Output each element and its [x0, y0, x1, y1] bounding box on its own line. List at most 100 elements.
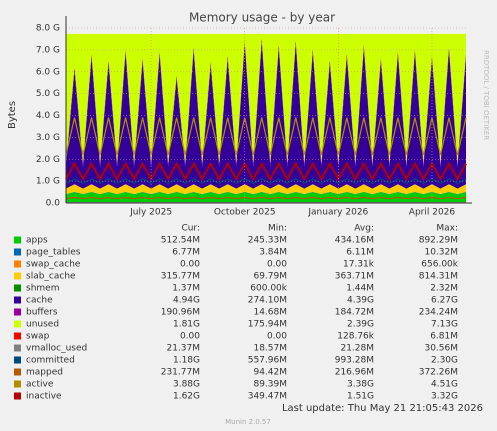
y-tick-label: 3.0 G	[36, 133, 60, 143]
column-header: Min:	[268, 224, 287, 234]
y-tick-label: 5.0 G	[36, 89, 60, 99]
legend-stat: 2.39G	[347, 320, 374, 330]
line	[65, 117, 467, 156]
line	[65, 178, 467, 184]
y-tick-label: 7.0 G	[36, 45, 60, 55]
legend-swatch	[14, 260, 21, 268]
legend-stat: 4.51G	[431, 380, 458, 390]
legend-stat: 10.32M	[424, 248, 458, 258]
line	[65, 161, 467, 181]
legend-stat: 190.96M	[161, 308, 200, 318]
column-header: Avg:	[354, 224, 374, 234]
legend-swatch	[14, 380, 21, 388]
legend-label: page_tables	[26, 248, 81, 258]
legend-label: mapped	[26, 368, 63, 378]
last-update: Last update: Thu May 21 21:05:43 2026	[282, 403, 483, 414]
legend-stat: 89.39M	[253, 380, 287, 390]
legend-stat: 3.84M	[259, 248, 287, 258]
legend-stat: 234.24M	[419, 308, 458, 318]
legend-label: committed	[26, 356, 75, 366]
legend-swatch	[14, 332, 21, 340]
legend-stat: 512.54M	[161, 236, 200, 246]
chart-title: Memory usage - by year	[189, 11, 335, 25]
y-axis-label: Bytes	[7, 101, 18, 129]
legend-stat: 315.77M	[161, 272, 200, 282]
legend-stat: 7.13G	[431, 320, 458, 330]
x-tick-label: January 2026	[307, 208, 368, 218]
legend-stat: 6.81M	[430, 332, 458, 342]
legend-swatch	[14, 284, 21, 292]
legend-label: active	[26, 380, 54, 390]
legend-stat: 1.37M	[172, 284, 200, 294]
side-note: RRDTOOL / TOBI OETIKER	[482, 50, 490, 140]
legend-swatch	[14, 392, 21, 400]
y-tick-label: 0.0	[46, 199, 61, 209]
legend-label: apps	[26, 236, 48, 246]
y-tick-label: 8.0 G	[36, 24, 60, 34]
area	[66, 184, 466, 195]
legend-stat: 2.32M	[430, 284, 458, 294]
legend-swatch	[14, 344, 21, 352]
legend-stat: 128.76k	[337, 332, 374, 342]
legend-stat: 18.57M	[253, 344, 287, 354]
legend-swatch	[14, 308, 21, 316]
legend-label: vmalloc_used	[26, 344, 87, 354]
legend-stat: 3.38G	[347, 380, 374, 390]
legend-swatch	[14, 368, 21, 376]
legend-stat: 21.28M	[340, 344, 374, 354]
legend-swatch	[14, 296, 21, 304]
legend-stat: 0.00	[267, 332, 287, 342]
legend-stat: 363.71M	[335, 272, 374, 282]
legend-stat: 1.81G	[173, 320, 200, 330]
line	[65, 196, 467, 200]
legend-stat: 434.16M	[335, 236, 374, 246]
legend-stat: 21.37M	[166, 344, 200, 354]
legend-label: inactive	[26, 392, 62, 402]
area	[66, 191, 466, 195]
legend-swatch	[14, 236, 21, 244]
legend-stat: 14.68M	[253, 308, 287, 318]
legend-stat: 1.44M	[346, 284, 374, 294]
y-tick-label: 1.0 G	[36, 177, 60, 187]
legend-label: unused	[26, 320, 59, 330]
x-tick-label: July 2025	[129, 208, 172, 218]
legend-label: shmem	[26, 284, 59, 294]
x-tick-label: April 2026	[409, 208, 456, 218]
y-tick-label: 2.0 G	[36, 155, 60, 165]
legend-stat: 6.11M	[346, 248, 374, 258]
legend-stat: 175.94M	[248, 320, 287, 330]
area	[66, 42, 466, 189]
legend-label: swap	[26, 332, 50, 342]
legend-stat: 557.96M	[248, 356, 287, 366]
column-header: Max:	[436, 224, 458, 234]
x-tick-label: October 2025	[214, 208, 276, 218]
legend-label: swap_cache	[26, 260, 81, 270]
version: Munin 2.0.57	[225, 418, 271, 426]
legend-stat: 892.29M	[419, 236, 458, 246]
legend-label: slab_cache	[26, 272, 76, 282]
legend-stat: 69.79M	[253, 272, 287, 282]
legend-stat: 1.62G	[173, 392, 200, 402]
area	[66, 37, 466, 167]
column-header: Cur:	[181, 224, 200, 234]
legend-stat: 0.00	[180, 260, 200, 270]
legend-label: cache	[26, 296, 53, 306]
legend-stat: 1.51G	[347, 392, 374, 402]
legend-stat: 993.28M	[335, 356, 374, 366]
legend-stat: 94.42M	[253, 368, 287, 378]
y-tick-label: 6.0 G	[36, 67, 60, 77]
legend-label: buffers	[26, 308, 58, 318]
legend-stat: 274.10M	[248, 296, 287, 306]
y-tick-label: 4.0 G	[36, 111, 60, 121]
legend-swatch	[14, 248, 21, 256]
legend-stat: 17.31k	[343, 260, 375, 270]
legend-stat: 231.77M	[161, 368, 200, 378]
legend-swatch	[14, 272, 21, 280]
legend-stat: 216.96M	[335, 368, 374, 378]
legend-stat: 30.56M	[424, 344, 458, 354]
legend-stat: 349.47M	[248, 392, 287, 402]
legend-stat: 3.32G	[431, 392, 458, 402]
legend-stat: 184.72M	[335, 308, 374, 318]
legend-stat: 4.94G	[173, 296, 200, 306]
